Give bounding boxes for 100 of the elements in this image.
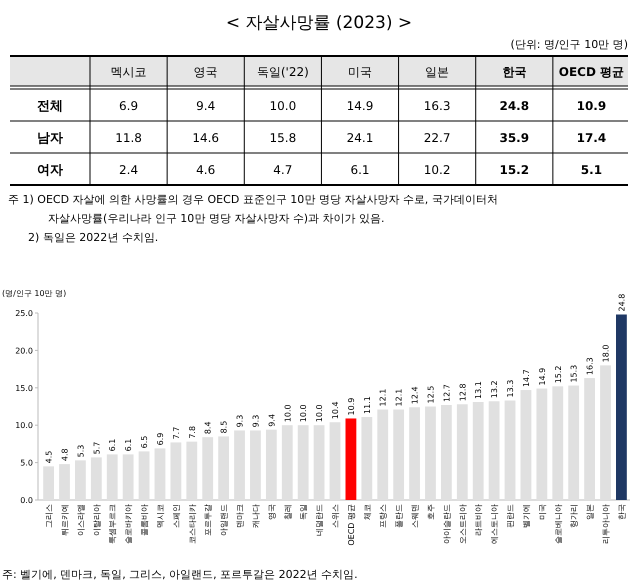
x-tick-label: 캐나다	[251, 504, 260, 528]
data-label: 22.7	[424, 131, 450, 145]
data-label: 13.2	[490, 380, 500, 398]
data-label: 24.8	[499, 99, 530, 113]
x-tick-label: 독일('22)	[256, 65, 309, 79]
bar	[568, 386, 580, 500]
bar	[250, 430, 261, 500]
data-label: 18.0	[601, 344, 610, 362]
data-label: 10.9	[576, 99, 606, 113]
x-tick-label: 룩셈부르크	[108, 504, 118, 544]
data-label: 6.1	[108, 438, 118, 452]
x-tick-label: 프랑스	[378, 504, 388, 528]
x-tick-label: 튀르키예	[60, 504, 70, 536]
x-tick-label: 아일랜드	[220, 504, 229, 536]
bar	[504, 400, 516, 500]
bar	[170, 442, 182, 500]
data-label: 4.8	[60, 448, 70, 462]
bar	[43, 466, 54, 500]
data-label: 10.4	[331, 401, 340, 420]
bar	[282, 425, 293, 500]
x-tick-label: 미국	[538, 504, 547, 520]
x-tick-label: 폴란드	[394, 504, 404, 528]
x-tick-label: 리투아니아	[601, 504, 610, 544]
bar	[202, 437, 214, 500]
data-label: 10.2	[424, 163, 450, 177]
x-tick-label: 헝가리	[570, 504, 579, 528]
data-label: 7.8	[188, 426, 197, 439]
bar	[75, 460, 86, 500]
data-label: 4.7	[273, 163, 292, 177]
data-label: 10.0	[299, 404, 308, 422]
data-label: 11.8	[115, 131, 142, 145]
bar	[298, 425, 309, 500]
x-tick-label: 에스토니아	[490, 504, 500, 544]
x-tick-label: 일본	[425, 65, 450, 79]
data-label: 6.5	[140, 436, 150, 448]
bar	[346, 418, 356, 500]
data-label: 24.8	[617, 294, 626, 312]
data-label: 13.1	[474, 381, 484, 400]
x-tick-label: 체코	[362, 504, 372, 520]
data-label: 14.7	[522, 369, 531, 388]
data-label: 9.3	[251, 414, 260, 428]
data-label: 6.9	[156, 432, 165, 446]
bar	[106, 454, 118, 500]
x-tick-label: 라트비아	[474, 504, 484, 536]
x-tick-label: 한국	[617, 504, 626, 520]
x-tick-label: 호주	[426, 504, 436, 520]
y-tick-label: 전체	[37, 99, 63, 114]
data-label: 15.8	[270, 131, 296, 145]
x-tick-label: 칠레	[283, 504, 292, 520]
data-label: 16.3	[424, 99, 450, 113]
y-tick-label: 0.0	[20, 496, 33, 505]
data-label: 5.3	[76, 444, 86, 458]
bar	[266, 430, 277, 500]
y-tick-label: 10.0	[15, 421, 33, 430]
text: 주: 벨기에, 덴마크, 독일, 그리스, 아일랜드, 포르투갈은 2022년 수치임.	[2, 568, 358, 581]
data-label: 14.9	[538, 368, 547, 386]
data-label: 16.3	[586, 357, 595, 376]
bar	[59, 464, 70, 500]
x-tick-label: OECD 평균	[346, 504, 356, 546]
chart-subtitle: (단위: 명/인구 10만 명)	[510, 38, 628, 51]
text: 2) 독일은 2022년 수치임.	[28, 231, 158, 244]
bar	[600, 365, 611, 500]
data-label: 7.7	[172, 426, 181, 440]
y-axis-title: (명/인구 10만 명)	[2, 289, 66, 298]
data-label: 14.6	[192, 131, 220, 145]
data-label: 6.9	[119, 99, 138, 113]
x-tick-label: 스위스	[331, 504, 340, 528]
data-label: 9.3	[236, 414, 245, 428]
data-label: 11.1	[362, 396, 372, 414]
data-label: 12.1	[378, 388, 388, 406]
bar	[584, 378, 595, 500]
bar	[393, 409, 404, 500]
bar	[456, 404, 468, 500]
data-label: 12.4	[410, 386, 420, 404]
data-label: 12.5	[426, 386, 436, 404]
x-tick-label: 이탈리아	[92, 504, 102, 536]
x-tick-label: 이스라엘	[76, 504, 86, 536]
x-tick-label: 독일	[299, 504, 308, 520]
x-tick-label: 한국	[502, 65, 526, 79]
bar	[90, 457, 102, 500]
data-label: 5.7	[92, 442, 102, 454]
bar	[440, 405, 452, 500]
y-tick-label: 20.0	[15, 346, 33, 356]
bar	[314, 425, 324, 500]
data-label: 10.0	[270, 99, 296, 113]
x-tick-label: 콜롬비아	[140, 504, 150, 536]
data-label: 15.3	[570, 364, 579, 383]
x-tick-label: 코스타리카	[188, 504, 197, 544]
data-label: 8.5	[220, 420, 229, 434]
y-tick-label: 여자	[37, 163, 63, 178]
x-tick-label: 네덜란드	[315, 504, 324, 536]
y-tick-label: 남자	[37, 131, 63, 146]
bar	[330, 422, 340, 500]
y-tick-label: 25.0	[15, 309, 33, 318]
x-tick-label: 멕시코	[156, 504, 165, 528]
x-tick-label: 멕시코	[110, 65, 147, 79]
bar	[361, 416, 372, 500]
x-tick-label: 그리스	[44, 504, 54, 528]
x-tick-label: 영국	[194, 65, 218, 79]
data-label: 2.4	[119, 163, 138, 177]
